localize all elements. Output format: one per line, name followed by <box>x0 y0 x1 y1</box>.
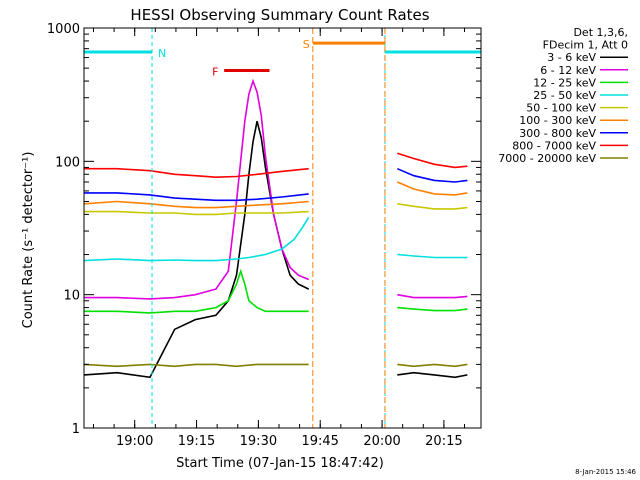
series-line <box>84 203 468 216</box>
legend-header: FDecim 1, Att 0 <box>543 39 628 52</box>
legend-entry: 800 - 7000 keV <box>512 139 596 152</box>
plot-lines <box>83 78 468 379</box>
footer-timestamp: 8-Jan-2015 15:46 <box>575 468 636 476</box>
x-tick-label: 19:15 <box>178 434 215 449</box>
x-axis-ticks: 19:00 19:15 19:30 19:45 20:00 20:15 <box>92 28 466 449</box>
x-axis-label: Start Time (07-Jan-15 18:47:42) <box>176 456 384 471</box>
x-tick-label: 20:15 <box>425 434 462 449</box>
y-axis-ticks: 1 10 100 1000 <box>47 22 481 437</box>
x-tick-label: 19:45 <box>301 434 338 449</box>
legend-entry: 50 - 100 keV <box>526 102 596 115</box>
y-tick-label: 100 <box>55 155 80 170</box>
y-axis-label: Count Rate (s⁻¹ detector⁻¹) <box>21 152 36 329</box>
x-tick-label: 19:30 <box>240 434 277 449</box>
annotation-label: S <box>303 38 310 51</box>
y-tick-label: 1 <box>72 422 80 437</box>
legend-entry: 12 - 25 keV <box>533 76 596 89</box>
series-line <box>83 181 468 209</box>
series-line <box>83 216 468 262</box>
annotation-label: N <box>158 47 166 60</box>
plot-frame <box>83 27 482 429</box>
series-line <box>84 152 468 179</box>
series-line <box>83 363 468 368</box>
series-line <box>84 167 468 202</box>
legend-entry: 100 - 300 keV <box>519 114 596 127</box>
legend-entry: 7000 - 20000 keV <box>498 152 596 165</box>
y-tick-label: 10 <box>63 289 80 304</box>
legend-header: Det 1,3,6, <box>573 26 628 39</box>
x-tick-label: 20:00 <box>363 434 400 449</box>
legend-entry: 25 - 50 keV <box>533 89 596 102</box>
series-line <box>84 78 468 300</box>
legend-entry: 3 - 6 keV <box>547 51 596 64</box>
annotation-bars: N S F <box>84 28 481 428</box>
legend-entry: 6 - 12 keV <box>540 64 596 77</box>
series-line <box>84 268 468 314</box>
y-tick-label: 1000 <box>47 22 80 37</box>
x-tick-label: 19:00 <box>116 434 153 449</box>
annotation-label: F <box>212 66 218 79</box>
legend-entry: 300 - 800 keV <box>519 127 596 140</box>
chart-title: HESSI Observing Summary Count Rates <box>130 6 429 24</box>
series-line <box>83 121 468 379</box>
